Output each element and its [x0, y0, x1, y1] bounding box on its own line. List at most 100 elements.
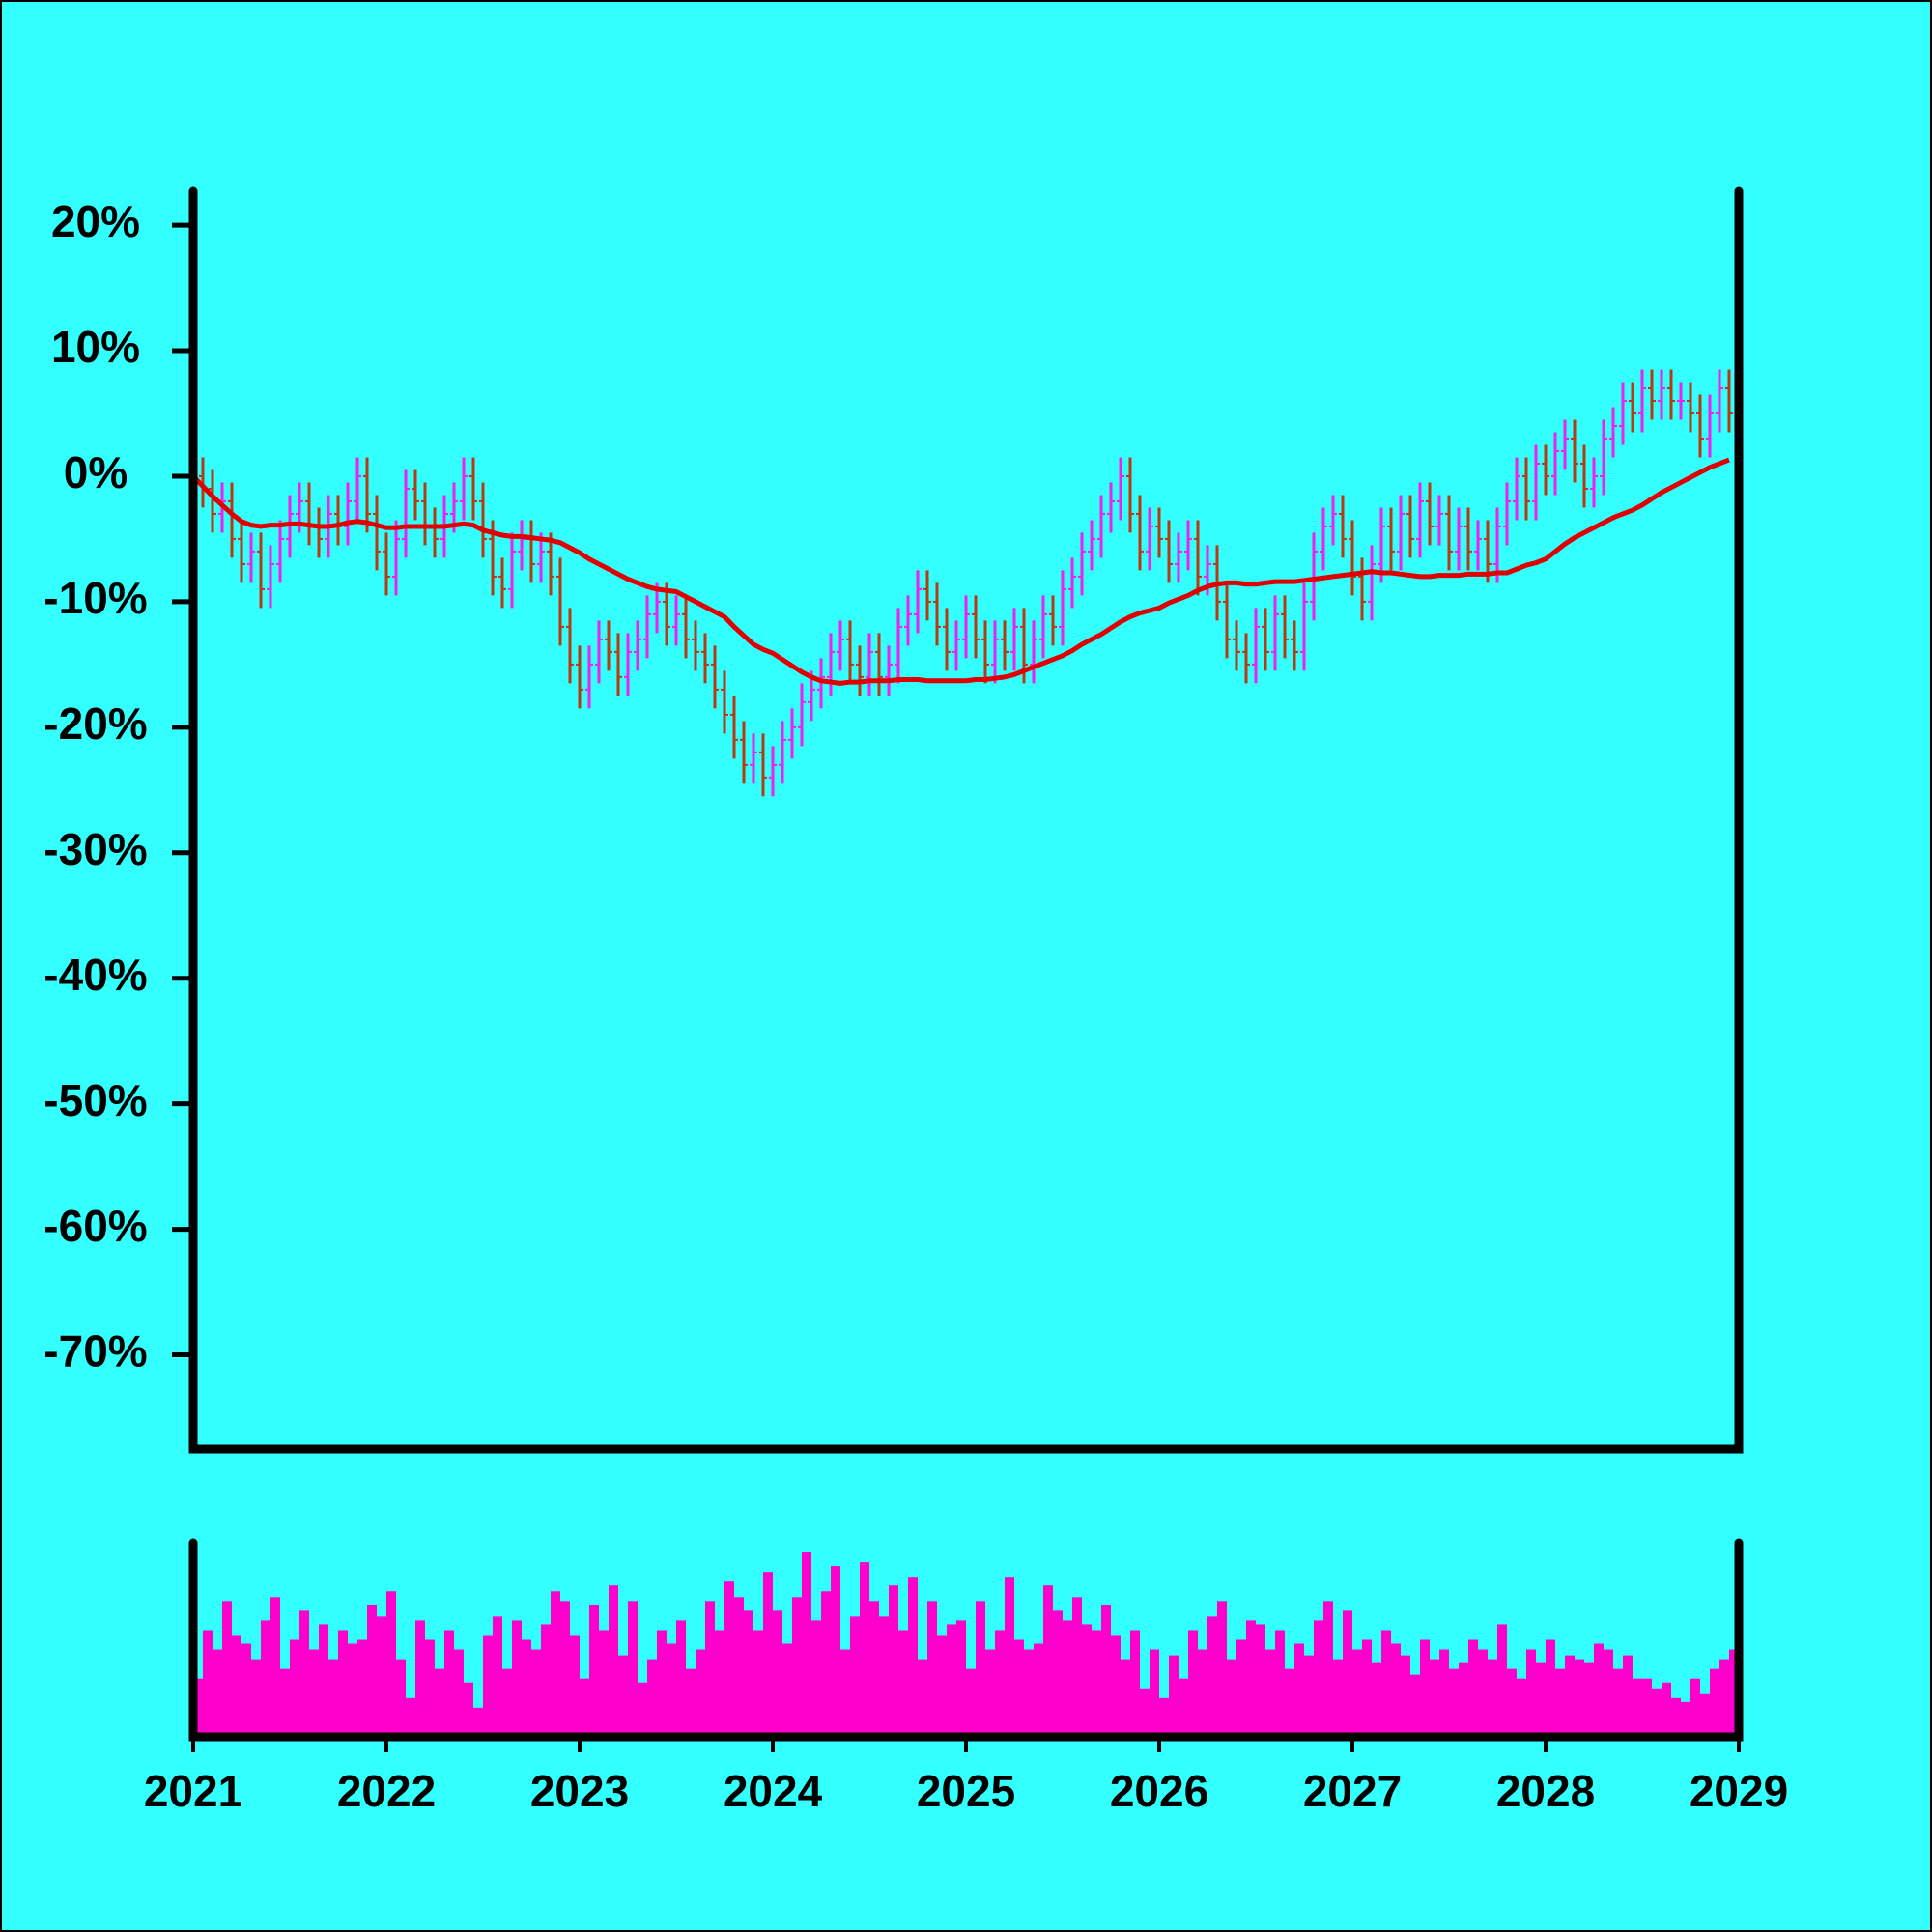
volume-bar [1362, 1639, 1372, 1737]
volume-bar [1372, 1662, 1381, 1737]
volume-bar [966, 1668, 976, 1737]
volume-bar [1053, 1610, 1063, 1737]
volume-bar [686, 1668, 696, 1737]
volume-bar [985, 1649, 995, 1737]
volume-bar [1488, 1659, 1497, 1737]
volume-bar [976, 1601, 985, 1737]
volume-bar [1121, 1659, 1130, 1737]
volume-bar [1478, 1649, 1488, 1737]
volume-bar [1381, 1630, 1391, 1737]
volume-bar [541, 1624, 551, 1737]
volume-bar [831, 1566, 840, 1737]
volume-bar [1439, 1649, 1449, 1737]
volume-bar [956, 1620, 966, 1737]
volume-bar [667, 1643, 676, 1737]
volume-bar [1159, 1697, 1169, 1737]
volume-bar [1671, 1697, 1681, 1737]
volume-bar [744, 1610, 753, 1737]
y-tick-label: -10% [43, 573, 147, 623]
volume-bar [753, 1630, 763, 1737]
x-tick-label: 2023 [530, 1766, 629, 1816]
x-tick-label: 2029 [1690, 1766, 1788, 1816]
volume-bar [821, 1591, 831, 1737]
volume-bar [947, 1624, 956, 1737]
y-tick-label: 20% [51, 196, 140, 246]
volume-bar [1024, 1649, 1034, 1737]
volume-bar [618, 1655, 628, 1737]
volume-bar [638, 1682, 647, 1737]
volume-bar [328, 1659, 338, 1737]
volume-bar [1517, 1678, 1526, 1737]
volume-bar [1150, 1649, 1159, 1737]
volume-bar [251, 1659, 261, 1737]
volume-bar [715, 1630, 724, 1737]
volume-bar [261, 1620, 270, 1737]
volume-bar [676, 1620, 686, 1737]
volume-bar [1729, 1649, 1739, 1737]
volume-bar [840, 1649, 850, 1737]
volume-bar [1082, 1624, 1092, 1737]
volume-bar [1014, 1639, 1024, 1737]
volume-bar [1130, 1630, 1140, 1737]
axis-frame [188, 186, 1744, 1454]
volume-bar [203, 1630, 213, 1737]
volume-bar [1265, 1649, 1275, 1737]
volume-bar [1710, 1668, 1719, 1737]
volume-bar [589, 1605, 599, 1737]
volume-bar [415, 1620, 425, 1737]
volume-bar [657, 1630, 667, 1737]
volume-bar [1304, 1655, 1314, 1737]
y-tick-label: -40% [43, 950, 147, 1000]
volume-bar [1613, 1668, 1623, 1737]
volume-bar [396, 1659, 406, 1737]
y-tick-label: 0% [64, 447, 128, 497]
moving-average-line [191, 457, 1730, 686]
volume-bar [1719, 1659, 1729, 1737]
volume-bar [1034, 1643, 1043, 1737]
volume-bar [995, 1630, 1005, 1737]
volume-bar [1565, 1655, 1575, 1737]
volume-bar [1430, 1659, 1439, 1737]
volume-bar [338, 1630, 348, 1737]
volume-bar [1275, 1630, 1285, 1737]
volume-bar [454, 1649, 464, 1737]
volume-bar [802, 1552, 811, 1737]
x-tick-label: 2028 [1496, 1766, 1595, 1816]
volume-bar [860, 1562, 869, 1737]
volume-bar [242, 1643, 251, 1737]
volume-bar [1285, 1668, 1294, 1737]
volume-bar [908, 1577, 918, 1737]
volume-bar [1198, 1649, 1208, 1737]
volume-bar [1507, 1668, 1517, 1737]
volume-bar [551, 1591, 560, 1737]
volume-bar [1575, 1659, 1584, 1737]
volume-bar [348, 1643, 357, 1737]
volume-bar [1169, 1655, 1179, 1737]
volume-bar [1546, 1639, 1555, 1737]
volume-bar [560, 1601, 570, 1737]
volume-bar [1420, 1639, 1430, 1737]
volume-bar [898, 1630, 908, 1737]
volume-bar [444, 1630, 454, 1737]
volume-bar [319, 1624, 328, 1737]
volume-bar [512, 1620, 522, 1737]
volume-bar [1584, 1662, 1594, 1737]
volume-bar [1391, 1643, 1401, 1737]
volume-bar [222, 1601, 232, 1737]
y-tick-label: -70% [43, 1326, 147, 1377]
volume-bar [1092, 1630, 1101, 1737]
volume-bar [1604, 1649, 1613, 1737]
volume-bar [773, 1610, 782, 1737]
x-tick-label: 2027 [1303, 1766, 1402, 1816]
volume-bar [270, 1597, 280, 1737]
axis-frame [188, 1538, 1744, 1742]
volume-bar [357, 1639, 367, 1737]
volume-bar [734, 1597, 744, 1737]
volume-bar [1140, 1688, 1150, 1737]
volume-bar [386, 1591, 396, 1737]
x-tick-label: 2024 [724, 1766, 823, 1816]
volume-bar [609, 1585, 618, 1737]
volume-bar [309, 1649, 319, 1737]
